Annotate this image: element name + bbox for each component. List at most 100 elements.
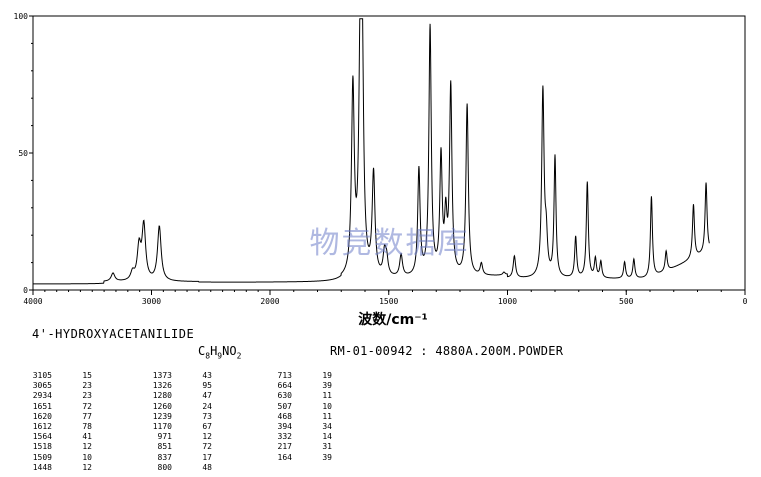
peak-wavenumber: 394	[277, 422, 292, 432]
peak-intensity: 48	[202, 462, 212, 472]
peak-wavenumber: 630	[277, 391, 292, 401]
peak-intensity: 10	[322, 401, 332, 411]
compound-name: 4'-HYDROXYACETANILIDE	[32, 327, 195, 341]
x-tick-label: 500	[619, 297, 634, 306]
y-tick-label: 50	[18, 149, 28, 158]
peak-intensity: 10	[82, 452, 92, 462]
peak-row: 664 39	[272, 381, 332, 391]
peak-intensity: 73	[202, 411, 212, 421]
peak-intensity: 72	[202, 442, 212, 452]
peak-row: 217 31	[272, 442, 332, 452]
peak-wavenumber: 837	[157, 452, 172, 462]
peak-row: 332 14	[272, 432, 332, 442]
peak-wavenumber: 468	[277, 411, 292, 421]
peak-wavenumber: 1448	[32, 462, 52, 472]
peak-wavenumber: 713	[277, 371, 292, 380]
peak-row: 394 34	[272, 422, 332, 432]
peak-intensity: 41	[82, 432, 92, 442]
peak-wavenumber: 1518	[32, 442, 52, 452]
peak-row: 1509 10	[32, 453, 92, 463]
peak-intensity: 19	[322, 371, 332, 380]
peak-intensity: 43	[202, 371, 212, 380]
peak-wavenumber: 1612	[32, 422, 52, 432]
peak-row: 837 17	[152, 453, 212, 463]
peak-wavenumber: 2934	[32, 391, 52, 401]
peak-wavenumber: 507	[277, 401, 292, 411]
x-tick-label: 1500	[379, 297, 398, 306]
peak-wavenumber: 1280	[152, 391, 172, 401]
peak-column: 1373 43 1326 95 1280 47 1260 24 1239 73 1170 67 971 1…	[152, 371, 212, 473]
spectrum-plot: 4000 3000 2000 1500 1000 500 0 0 50 100	[14, 12, 748, 306]
peak-wavenumber: 664	[277, 381, 292, 391]
peak-intensity: 12	[82, 442, 92, 452]
peak-row: 851 72	[152, 442, 212, 452]
peak-wavenumber: 1239	[152, 411, 172, 421]
peak-intensity: 31	[322, 442, 332, 452]
peak-column: 713 19 664 39 630 11 507 10 468 11 394 34 332 14 217 31…	[272, 371, 332, 463]
spectrum-trace	[33, 18, 710, 285]
x-axis-ticks: 4000 3000 2000 1500 1000 500 0	[23, 290, 748, 306]
peak-wavenumber: 1651	[32, 401, 52, 411]
peak-intensity: 23	[82, 391, 92, 401]
peak-wavenumber: 1509	[32, 452, 52, 462]
peak-row: 1170 67	[152, 422, 212, 432]
peak-wavenumber: 1260	[152, 401, 172, 411]
peak-row: 713 19	[272, 371, 332, 381]
peak-row: 1239 73	[152, 412, 212, 422]
peak-wavenumber: 217	[277, 442, 292, 452]
peak-row: 1280 47	[152, 391, 212, 401]
sample-reference: RM-01-00942 : 4880A.200M.POWDER	[330, 344, 564, 358]
peak-wavenumber: 1326	[152, 381, 172, 391]
peak-wavenumber: 1373	[152, 371, 172, 380]
peak-wavenumber: 1170	[152, 422, 172, 432]
peak-intensity: 12	[82, 462, 92, 472]
peak-intensity: 12	[202, 432, 212, 442]
peak-row: 1518 12	[32, 442, 92, 452]
peak-row: 1260 24	[152, 402, 212, 412]
peak-wavenumber: 971	[157, 432, 172, 442]
peak-intensity: 39	[322, 452, 332, 462]
y-tick-label: 100	[14, 12, 29, 21]
peak-wavenumber: 851	[157, 442, 172, 452]
peak-intensity: 39	[322, 381, 332, 391]
molecular-formula: C8H9NO2	[198, 344, 242, 361]
peak-row: 1620 77	[32, 412, 92, 422]
peak-intensity: 24	[202, 401, 212, 411]
peak-row: 1564 41	[32, 432, 92, 442]
peak-row: 2934 23	[32, 391, 92, 401]
peak-intensity: 47	[202, 391, 212, 401]
x-tick-label: 0	[743, 297, 748, 306]
peak-row: 971 12	[152, 432, 212, 442]
y-axis-ticks: 0 50 100	[14, 12, 33, 295]
peak-row: 630 11	[272, 391, 332, 401]
peak-intensity: 95	[202, 381, 212, 391]
peak-intensity: 11	[322, 411, 332, 421]
peak-row: 164 39	[272, 453, 332, 463]
peak-wavenumber: 164	[277, 452, 292, 462]
peak-row: 507 10	[272, 402, 332, 412]
watermark-text: 物竞数据库	[309, 226, 470, 261]
peak-row: 1448 12	[32, 463, 92, 473]
peak-intensity: 14	[322, 432, 332, 442]
peak-wavenumber: 3105	[32, 371, 52, 380]
x-axis-label: 波数/cm⁻¹	[358, 312, 428, 328]
y-tick-label: 0	[23, 286, 28, 295]
peak-intensity: 77	[82, 411, 92, 421]
peak-row: 800 48	[152, 463, 212, 473]
peak-row: 1651 72	[32, 402, 92, 412]
peak-row: 1612 78	[32, 422, 92, 432]
peak-row: 3065 23	[32, 381, 92, 391]
x-tick-label: 2000	[260, 297, 279, 306]
peak-intensity: 11	[322, 391, 332, 401]
peak-intensity: 23	[82, 381, 92, 391]
peak-wavenumber: 1564	[32, 432, 52, 442]
x-tick-label: 4000	[23, 297, 42, 306]
peak-intensity: 17	[202, 452, 212, 462]
peak-wavenumber: 332	[277, 432, 292, 442]
peak-intensity: 67	[202, 422, 212, 432]
peak-intensity: 78	[82, 422, 92, 432]
peak-intensity: 34	[322, 422, 332, 432]
peak-intensity: 15	[82, 371, 92, 380]
peak-intensity: 72	[82, 401, 92, 411]
peak-row: 3105 15	[32, 371, 92, 381]
